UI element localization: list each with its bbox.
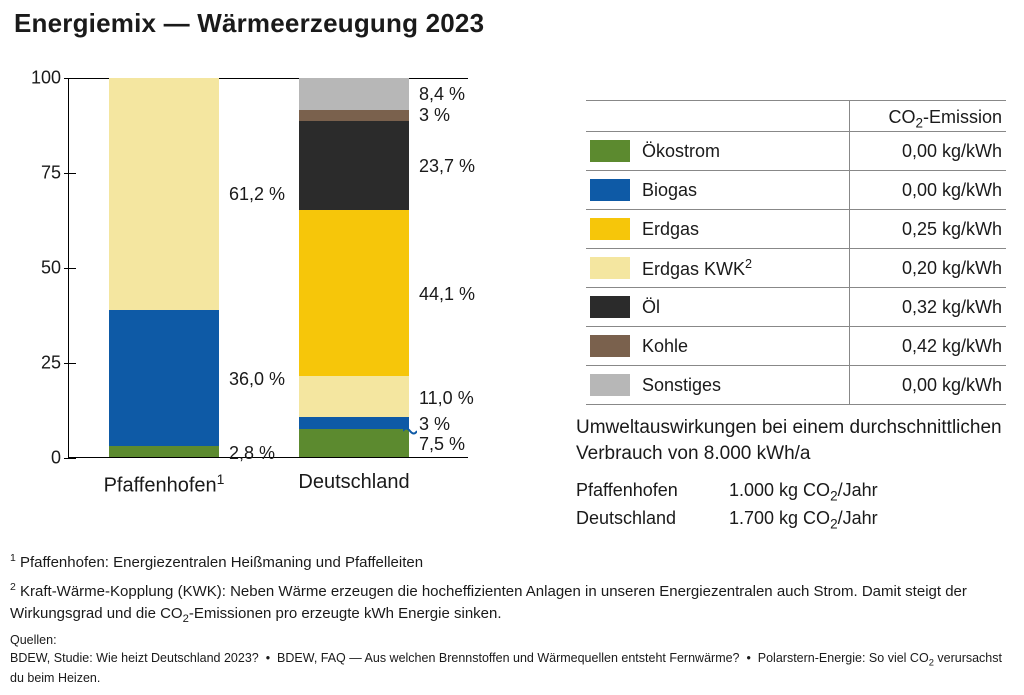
legend-row: Ökostrom0,00 kg/kWh [586,132,1006,171]
y-tick-label: 75 [41,163,61,184]
legend-emission-header: CO2-Emission [850,107,1006,131]
impact-heading: Umweltauswirkungen bei einem durchschnit… [576,415,1006,466]
footnote: 2 Kraft-Wärme-Kopplung (KWK): Neben Wärm… [10,580,1014,627]
legend-label: Ökostrom [642,141,849,162]
page: Energiemix — Wärmeerzeugung 2023 0 25 50 75… [0,0,1024,695]
legend-emission: 0,42 kg/kWh [850,336,1006,357]
impact-block: Umweltauswirkungen bei einem durchschnit… [576,415,1006,534]
legend-swatch [590,296,630,318]
legend-label: Erdgas [642,219,849,240]
legend-swatch [590,335,630,357]
bar-segment [299,376,409,417]
y-tick-label: 0 [51,448,61,469]
legend-emission: 0,25 kg/kWh [850,219,1006,240]
y-tick-mark [64,458,76,459]
legend-row: Öl0,32 kg/kWh [586,288,1006,327]
impact-name: Pfaffenhofen [576,478,711,506]
bar-segment [299,417,409,428]
legend-header: CO2-Emission [586,101,1006,132]
y-tick-mark [64,173,76,174]
y-tick-mark [64,268,76,269]
legend-label: Kohle [642,336,849,357]
legend-row: Sonstiges0,00 kg/kWh [586,366,1006,405]
legend-row: Erdgas KWK20,20 kg/kWh [586,249,1006,288]
legend-emission: 0,00 kg/kWh [850,375,1006,396]
y-tick-label: 100 [31,68,61,89]
bar-segment [299,210,409,376]
y-tick-label: 50 [41,258,61,279]
bar-axis-label: Deutschland [279,471,429,494]
legend-swatch [590,218,630,240]
y-tick-label: 25 [41,353,61,374]
bar-segment [109,446,219,457]
legend-swatch [590,140,630,162]
legend-label: Sonstiges [642,375,849,396]
impact-row: Deutschland 1.700 kg CO2/Jahr [576,506,1006,534]
legend-table: CO2-EmissionÖkostrom0,00 kg/kWhBiogas0,0… [586,100,1006,405]
bar-segment [299,78,409,110]
bar-segment [299,110,409,121]
legend-emission: 0,00 kg/kWh [850,180,1006,201]
chart-plot: 025507510061,2 %36,0 %2,8 %Pfaffenhofen1… [68,78,468,458]
leader-squiggle [403,423,417,433]
legend-swatch [590,179,630,201]
footnotes: 1 Pfaffenhofen: Energiezentralen Heißman… [10,551,1014,633]
bar-percent-label: 11,0 % [419,388,474,409]
legend-emission: 0,20 kg/kWh [850,258,1006,279]
bar-percent-label: 61,2 % [229,184,285,205]
legend-label: Biogas [642,180,849,201]
legend-row: Kohle0,42 kg/kWh [586,327,1006,366]
bar-axis-label: Pfaffenhofen1 [89,471,239,498]
legend-swatch [590,374,630,396]
y-tick-mark [64,363,76,364]
sources: Quellen: BDEW, Studie: Wie heizt Deutsch… [10,632,1014,687]
impact-value: 1.000 kg CO2/Jahr [729,478,878,506]
chart-area: 025507510061,2 %36,0 %2,8 %Pfaffenhofen1… [14,78,544,508]
sources-label: Quellen: [10,632,1014,650]
legend-emission: 0,32 kg/kWh [850,297,1006,318]
bar-pfaffenhofen [109,78,219,457]
bar-segment [109,78,219,310]
chart-title: Energiemix — Wärmeerzeugung 2023 [14,8,484,39]
bar-segment [299,429,409,457]
legend-emission: 0,00 kg/kWh [850,141,1006,162]
legend-row: Erdgas0,25 kg/kWh [586,210,1006,249]
bar-percent-label: 2,8 % [229,443,275,464]
sources-text: BDEW, Studie: Wie heizt Deutschland 2023… [10,650,1014,687]
bar-segment [299,121,409,210]
legend-label: Öl [642,297,849,318]
footnote: 1 Pfaffenhofen: Energiezentralen Heißman… [10,551,1014,574]
bar-percent-label: 36,0 % [229,369,285,390]
legend-swatch [590,257,630,279]
bar-deutschland [299,78,409,457]
impact-name: Deutschland [576,506,711,534]
impact-row: Pfaffenhofen 1.000 kg CO2/Jahr [576,478,1006,506]
bar-percent-label: 23,7 % [419,156,475,177]
legend-row: Biogas0,00 kg/kWh [586,171,1006,210]
y-tick-mark [64,78,76,79]
bar-percent-label: 3 % [419,414,450,435]
bar-percent-label: 3 % [419,105,450,126]
bar-percent-label: 8,4 % [419,84,465,105]
bar-percent-label: 7,5 % [419,434,465,455]
bar-percent-label: 44,1 % [419,284,475,305]
impact-value: 1.700 kg CO2/Jahr [729,506,878,534]
legend-label: Erdgas KWK2 [642,257,849,280]
bar-segment [109,310,219,446]
